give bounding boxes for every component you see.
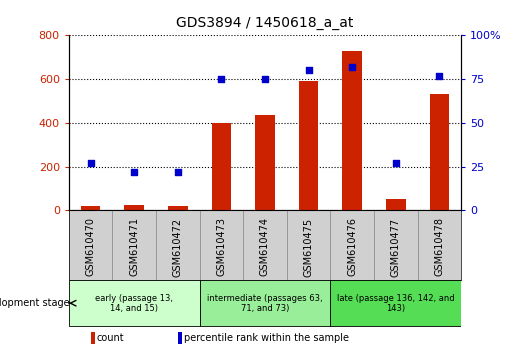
Bar: [178, 332, 182, 344]
Text: late (passage 136, 142, and
143): late (passage 136, 142, and 143): [337, 293, 455, 313]
Text: GDS3894 / 1450618_a_at: GDS3894 / 1450618_a_at: [176, 16, 354, 30]
Bar: [69, 280, 200, 326]
Point: [348, 64, 356, 70]
Text: GSM610470: GSM610470: [86, 217, 96, 276]
Text: count: count: [97, 333, 125, 343]
Text: GSM610476: GSM610476: [347, 217, 357, 276]
Text: intermediate (passages 63,
71, and 73): intermediate (passages 63, 71, and 73): [207, 293, 323, 313]
Bar: [125, 205, 144, 210]
Bar: [211, 123, 231, 210]
Text: development stage: development stage: [0, 298, 69, 308]
Bar: [386, 200, 405, 210]
Bar: [330, 280, 461, 326]
Bar: [91, 332, 95, 344]
Bar: [200, 280, 330, 326]
Text: percentile rank within the sample: percentile rank within the sample: [184, 333, 349, 343]
Point: [86, 160, 95, 166]
Bar: [342, 51, 362, 210]
Point: [392, 160, 400, 166]
Bar: [429, 95, 449, 210]
Point: [261, 76, 269, 82]
Point: [130, 169, 138, 175]
Text: GSM610472: GSM610472: [173, 217, 183, 276]
Text: GSM610473: GSM610473: [216, 217, 226, 276]
Text: GSM610477: GSM610477: [391, 217, 401, 276]
Text: GSM610471: GSM610471: [129, 217, 139, 276]
Point: [304, 68, 313, 73]
Bar: [255, 115, 275, 210]
Point: [217, 76, 226, 82]
Text: GSM610478: GSM610478: [434, 217, 444, 276]
Bar: [81, 206, 101, 210]
Text: GSM610474: GSM610474: [260, 217, 270, 276]
Point: [435, 73, 444, 79]
Point: [174, 169, 182, 175]
Text: early (passage 13,
14, and 15): early (passage 13, 14, and 15): [95, 293, 173, 313]
Text: GSM610475: GSM610475: [304, 217, 314, 276]
Bar: [168, 206, 188, 210]
Bar: [299, 81, 319, 210]
